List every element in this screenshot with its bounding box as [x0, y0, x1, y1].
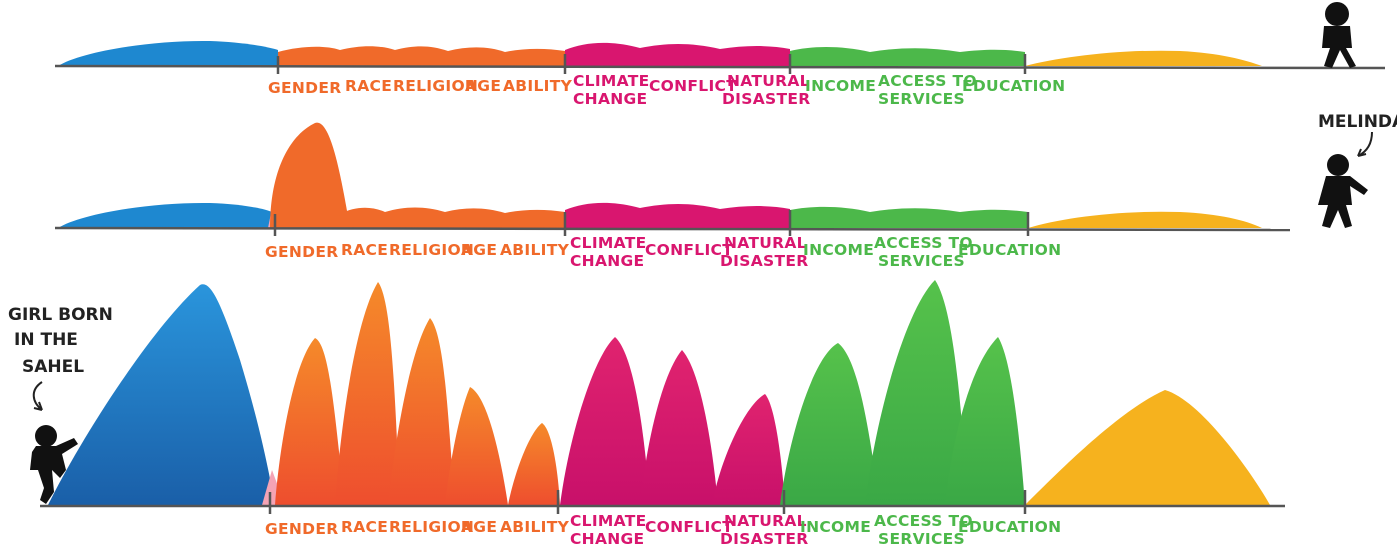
row3-labels: GENDER RACE RELIGION AGE ABILITY CLIMATE… [265, 512, 1061, 548]
row1-green-humps [790, 47, 1025, 66]
label-conflict: CONFLICT [649, 77, 737, 95]
label-natural: NATURAL [727, 72, 810, 90]
label-income: INCOME [803, 241, 874, 259]
girl-label-line2: IN THE [14, 330, 78, 350]
label-education: EDUCATION [958, 241, 1061, 259]
row1-blue-hump [58, 40, 278, 66]
person-walking-icon [1318, 154, 1368, 228]
label-change: CHANGE [570, 530, 644, 548]
row1-orange-humps [278, 46, 565, 66]
row1-baseline [54, 64, 1386, 70]
label-change: CHANGE [573, 90, 647, 108]
melinda-label: MELINDA [1318, 112, 1397, 132]
label-disaster: DISASTER [720, 530, 808, 548]
person-walking-icon [1322, 2, 1356, 68]
row2-gender-spike [270, 122, 350, 228]
label-services: SERVICES [878, 530, 965, 548]
arrow-icon [32, 381, 43, 411]
label-ability: ABILITY [503, 77, 573, 95]
label-ability: ABILITY [500, 518, 570, 536]
row3-magenta-peaks [560, 337, 785, 505]
label-natural: NATURAL [724, 234, 807, 252]
row1-yellow-hump [1025, 50, 1262, 66]
label-services: SERVICES [878, 252, 965, 270]
girl-annotation: GIRL BORN IN THE SAHEL [8, 305, 113, 377]
label-income: INCOME [800, 518, 871, 536]
label-education: EDUCATION [958, 518, 1061, 536]
row2-labels: GENDER RACE RELIGION AGE ABILITY CLIMATE… [265, 234, 1061, 270]
label-race: RACE [341, 241, 388, 259]
label-conflict: CONFLICT [645, 518, 733, 536]
label-age: AGE [465, 77, 501, 95]
row-1-baseline-person: GENDER RACE RELIGION AGE ABILITY CLIMATE… [54, 2, 1386, 108]
row3-blue-peak [48, 284, 275, 505]
label-gender: GENDER [268, 79, 341, 97]
label-income: INCOME [805, 77, 876, 95]
label-race: RACE [341, 518, 388, 536]
label-age: AGE [461, 241, 497, 259]
label-natural: NATURAL [724, 512, 807, 530]
row2-orange-humps [335, 207, 565, 228]
label-religion: RELIGION [389, 241, 474, 259]
label-conflict: CONFLICT [645, 241, 733, 259]
label-education: EDUCATION [962, 77, 1065, 95]
label-gender: GENDER [265, 520, 338, 538]
label-climate: CLIMATE [570, 234, 647, 252]
row3-green-peaks [780, 280, 1025, 505]
row3-ticks [268, 490, 1027, 514]
label-access: ACCESS TO [874, 512, 973, 530]
label-climate: CLIMATE [573, 72, 650, 90]
label-change: CHANGE [570, 252, 644, 270]
row1-magenta-humps [565, 42, 790, 66]
label-religion: RELIGION [389, 518, 474, 536]
girl-label-line3: SAHEL [22, 357, 84, 377]
row2-green-humps [790, 206, 1028, 228]
label-disaster: DISASTER [722, 90, 810, 108]
row2-baseline [54, 226, 1291, 232]
row2-magenta-humps [565, 202, 790, 228]
label-disaster: DISASTER [720, 252, 808, 270]
girl-label-line1: GIRL BORN [8, 305, 113, 325]
row2-yellow-hump [1028, 211, 1262, 228]
row1-labels: GENDER RACE RELIGION AGE ABILITY CLIMATE… [268, 72, 1065, 108]
row3-yellow-hump [1025, 390, 1270, 505]
label-age: AGE [461, 518, 497, 536]
label-services: SERVICES [878, 90, 965, 108]
arrow-icon [1357, 131, 1373, 157]
row1-ticks [276, 54, 1027, 74]
label-gender: GENDER [265, 243, 338, 261]
label-access: ACCESS TO [874, 234, 973, 252]
row-3-girl-sahel: GENDER RACE RELIGION AGE ABILITY CLIMATE… [8, 280, 1285, 548]
label-race: RACE [345, 77, 392, 95]
row2-blue-hump [58, 202, 272, 228]
label-religion: RELIGION [393, 77, 478, 95]
label-climate: CLIMATE [570, 512, 647, 530]
row3-orange-peaks [275, 282, 560, 505]
row-2-melinda: GENDER RACE RELIGION AGE ABILITY CLIMATE… [54, 112, 1397, 270]
person-climbing-icon [30, 425, 78, 504]
label-access: ACCESS TO [878, 72, 977, 90]
row2-ticks [273, 210, 1030, 236]
label-ability: ABILITY [500, 241, 570, 259]
